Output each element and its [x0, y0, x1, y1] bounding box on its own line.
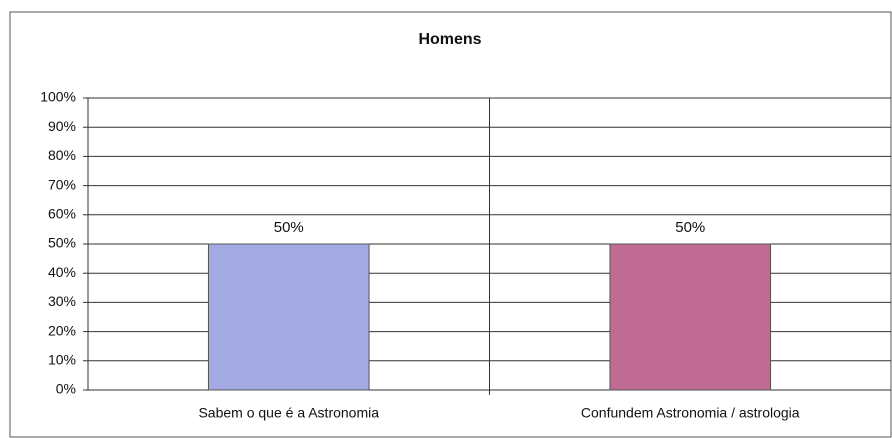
y-tick-label: 40%: [48, 264, 76, 280]
data-label: 50%: [274, 219, 304, 236]
bar: [207, 243, 370, 391]
y-tick-label: 100%: [40, 89, 76, 105]
data-label: 50%: [675, 219, 705, 236]
x-tick-label: Sabem o que é a Astronomia: [198, 405, 379, 421]
y-tick-label: 90%: [48, 118, 76, 134]
x-tick-label: Confundem Astronomia / astrologia: [581, 405, 800, 421]
y-tick-label: 50%: [48, 235, 76, 251]
y-tick-label: 80%: [48, 147, 76, 163]
y-tick-label: 30%: [48, 293, 76, 309]
y-tick-label: 0%: [56, 381, 76, 397]
y-tick-label: 10%: [48, 352, 76, 368]
bar: [609, 243, 772, 391]
y-tick-label: 70%: [48, 176, 76, 192]
y-tick-label: 20%: [48, 322, 76, 338]
y-tick-label: 60%: [48, 206, 76, 222]
chart-title: Homens: [418, 31, 481, 48]
